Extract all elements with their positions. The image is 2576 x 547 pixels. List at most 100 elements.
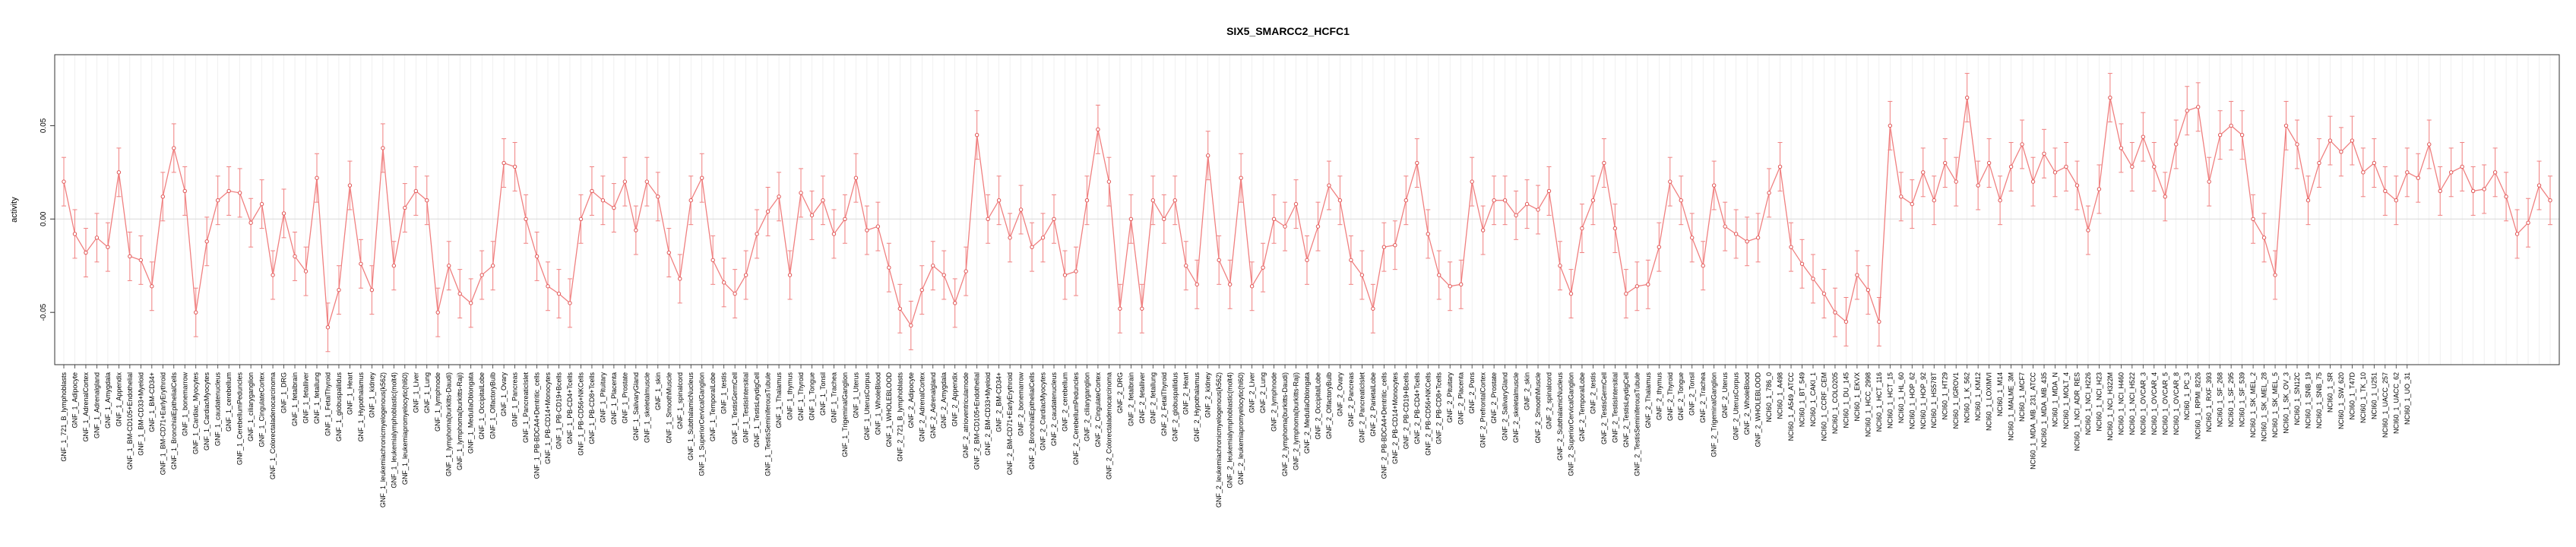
data-point <box>2283 123 2289 128</box>
x-tick-label: GNF_1_SmoothMuscle <box>665 372 672 444</box>
data-point <box>1227 282 1233 287</box>
data-point <box>337 287 341 292</box>
data-point <box>1877 319 1881 324</box>
data-point-layer <box>62 95 2552 330</box>
x-tick-label: NCI60_1_NCI_H226 <box>2084 372 2092 435</box>
x-tick-label: GNF_1_Amygdala <box>104 372 112 428</box>
data-point <box>1646 282 1650 287</box>
x-tick-label: GNF_1_CerebellumPeduncles <box>236 372 244 466</box>
x-tick-label: GNF_1_PB-CD8+Tcells <box>588 372 596 444</box>
data-point <box>447 264 451 268</box>
data-point <box>1162 217 1166 221</box>
data-point <box>909 323 913 328</box>
x-tick-label: NCI60_1_DU_145 <box>1842 372 1850 428</box>
data-point <box>1536 207 1540 212</box>
x-tick-label: GNF_2_WHOLEBLOOD <box>1755 372 1762 447</box>
x-tick-label: GNF_2_Tongue <box>1677 372 1685 421</box>
data-point <box>1128 217 1134 221</box>
x-tick-label: GNF_1_BM-CD71+EarlyErythroid <box>159 372 166 475</box>
x-tick-label: NCI60_1_UACC_257 <box>2381 372 2389 438</box>
x-tick-label: NCI60_1_NCI_H322M <box>2106 372 2114 441</box>
x-tick-label: GNF_2_Appendix <box>951 372 959 427</box>
x-tick-label: GNF_2_OlfactoryBulb <box>1325 372 1333 439</box>
data-point <box>2239 132 2245 138</box>
x-tick-label: GNF_2_testis <box>1589 372 1597 415</box>
data-point <box>1458 282 1464 287</box>
data-point <box>721 280 726 285</box>
x-tick-label: NCI60_1_CAKI_1 <box>1809 372 1817 427</box>
x-tick-label: GNF_2_Heart <box>1182 372 1190 416</box>
x-tick-label: GNF_2_PancreaticIslet <box>1358 372 1366 444</box>
x-tick-label: GNF_1_lymphnode <box>434 372 441 432</box>
x-tick-label: GNF_1_BronchialEpithelialCells <box>170 372 178 470</box>
data-point <box>1866 287 1871 292</box>
data-point <box>1701 264 1705 268</box>
x-tick-label: NCI60_1_SF_539 <box>2239 372 2246 427</box>
data-point <box>2174 142 2179 147</box>
x-tick-label: NCI60_1_EKVX <box>1853 372 1861 422</box>
data-point <box>72 232 78 236</box>
data-point <box>666 250 671 255</box>
data-point <box>1349 258 1353 263</box>
data-point <box>425 198 429 203</box>
data-point <box>2141 134 2146 139</box>
x-tick-label: NCI60_1_OVCAR_3 <box>2139 372 2147 435</box>
x-tick-label: GNF_2_Thalamus <box>1644 372 1652 428</box>
x-tick-label: NCI60_1_NCI_H460 <box>2117 372 2125 435</box>
x-tick-label: GNF_1_UterusCorpus <box>863 372 871 441</box>
x-tick-label: GNF_2_PB-CD14+Monocytes <box>1391 372 1399 464</box>
x-tick-label: NCI60_1_NCI_H23 <box>2095 372 2103 432</box>
x-tick-label: GNF_1_Hypothalamus <box>357 372 365 442</box>
data-point <box>634 228 638 232</box>
data-point <box>2207 179 2211 184</box>
x-tick-label: NCI60_1_M14 <box>1996 372 2004 416</box>
data-point <box>733 291 737 296</box>
x-tick-label: GNF_2_bonemarrow <box>1017 372 1025 437</box>
data-point <box>1096 127 1100 132</box>
data-point <box>160 194 166 199</box>
data-point <box>128 254 132 259</box>
x-tick-label: NCI60_1_HOP_92 <box>1919 372 1927 429</box>
data-point <box>919 287 924 292</box>
x-tick-label: GNF_2_Trachea <box>1699 372 1707 423</box>
data-point <box>1239 175 1243 180</box>
data-point <box>524 217 528 221</box>
data-point <box>1140 306 1144 311</box>
x-tick-label: GNF_1_DRG <box>280 372 288 413</box>
x-tick-label: GNF_1_PB-CD56+NKCells <box>577 372 584 456</box>
x-tick-label: GNF_1_PancreaticIslet <box>522 372 530 444</box>
data-point <box>369 287 375 292</box>
data-point <box>656 194 660 199</box>
data-point <box>1261 265 1265 270</box>
data-point <box>1030 245 1034 249</box>
x-tick-label: GNF_2_Pituitary <box>1446 372 1454 423</box>
data-point <box>1932 198 1936 203</box>
x-tick-label: GNF_2_fetallung <box>1149 372 1157 424</box>
data-point <box>1040 236 1046 240</box>
x-tick-label: GNF_2_PB-BDCA4+Dentritic_cells <box>1380 372 1388 479</box>
x-tick-label: GNF_2_SmoothMuscle <box>1534 372 1542 444</box>
data-point <box>1986 160 1992 166</box>
x-tick-label: GNF_1_Pancreas <box>511 372 519 428</box>
x-tick-label: NCI60_1_HL_60 <box>1897 372 1905 423</box>
x-tick-label: GNF_2_Uterus <box>1721 372 1729 419</box>
x-tick-label: GNF_1_bonemarrow <box>181 372 188 437</box>
x-tick-label: NCI60_1_TK_10 <box>2359 372 2367 423</box>
data-point <box>1470 179 1474 184</box>
x-tick-label: NCI60_1_SR <box>2326 372 2334 413</box>
y-axis-label: activity <box>10 197 19 223</box>
data-point <box>2295 142 2299 147</box>
x-tick-label: GNF_2_fetalliver <box>1138 372 1146 424</box>
data-point <box>1745 239 1749 244</box>
data-point <box>1293 201 1299 207</box>
x-tick-label: GNF_1_WholeBlood <box>874 372 881 435</box>
x-tick-label: NCI60_1_U251 <box>2370 372 2378 419</box>
data-point <box>787 273 793 277</box>
x-tick-label: NCI60_1_BT_549 <box>1799 372 1806 427</box>
data-point <box>986 217 990 221</box>
data-point <box>1008 236 1012 240</box>
x-tick-label: NCI60_1_RPMI_8226 <box>2195 372 2202 439</box>
data-point <box>1062 273 1068 277</box>
x-tick-label: NCI60_1_HS578T <box>1930 372 1938 428</box>
data-point <box>413 188 418 194</box>
